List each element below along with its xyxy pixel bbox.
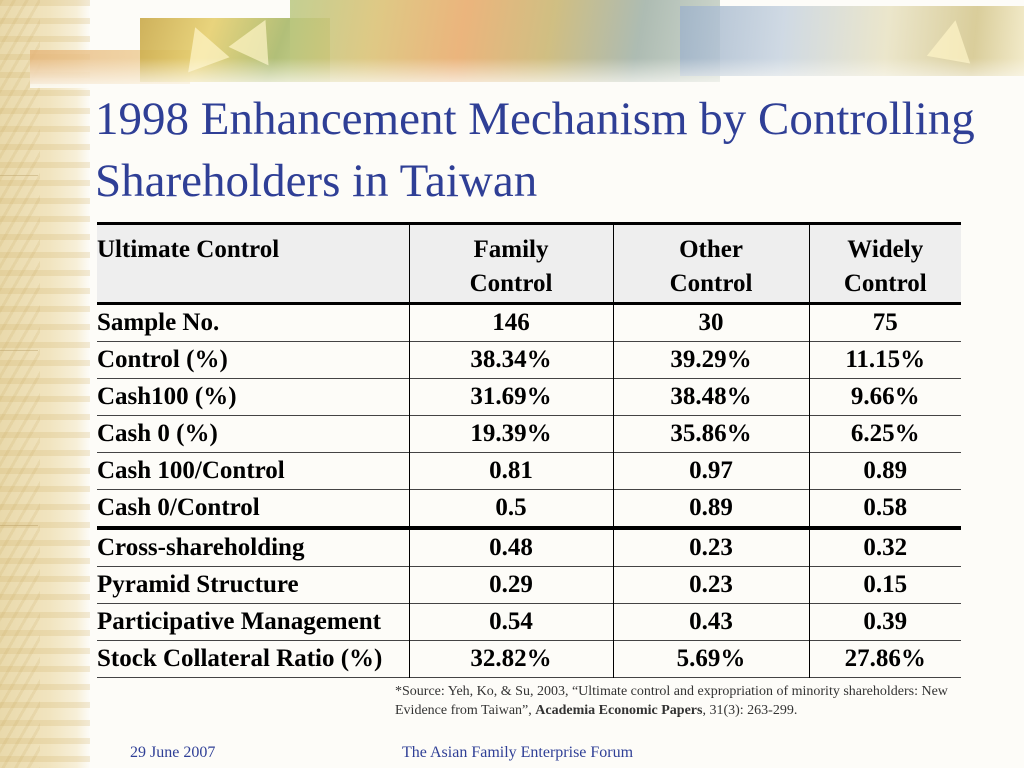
table-row: Pyramid Structure 0.29 0.23 0.15 bbox=[97, 566, 961, 604]
cell-other: 0.89 bbox=[613, 489, 810, 528]
cell-widely: 0.39 bbox=[863, 608, 908, 635]
header-family-control: Family Control bbox=[409, 223, 614, 304]
table-row: Participative Management 0.54 0.43 0.39 bbox=[97, 603, 961, 641]
header-ultimate-control: Ultimate Control bbox=[97, 223, 410, 304]
strip-divider bbox=[0, 525, 38, 526]
cell-other: 39.29% bbox=[613, 341, 810, 379]
strip-divider bbox=[0, 350, 38, 351]
cell-widely: 0.15 bbox=[863, 571, 908, 598]
source-text: *Source: Yeh, Ko, & Su, 2003, “Ultimate … bbox=[395, 684, 948, 718]
row-label: Cash 0 (%) bbox=[97, 415, 410, 453]
cell-widely: 0.89 bbox=[863, 457, 908, 484]
table-row: Cash 100/Control 0.81 0.97 0.89 bbox=[97, 452, 961, 490]
cell-other: 0.97 bbox=[613, 452, 810, 490]
cell-widely: 11.15% bbox=[845, 346, 926, 373]
row-label: Stock Collateral Ratio (%) bbox=[97, 640, 410, 678]
row-label: Cash100 (%) bbox=[97, 378, 410, 416]
journal-name: Academia Economic Papers bbox=[535, 703, 703, 718]
source-suffix: , 31(3): 263-299. bbox=[702, 703, 798, 718]
cell-other: 35.86% bbox=[613, 415, 810, 453]
row-label: Control (%) bbox=[97, 341, 410, 379]
source-citation: *Source: Yeh, Ko, & Su, 2003, “Ultimate … bbox=[395, 682, 970, 720]
table-header-row: Ultimate Control Family Control Other Cont… bbox=[97, 223, 961, 304]
row-label: Pyramid Structure bbox=[97, 566, 410, 604]
cell-family: 38.34% bbox=[409, 341, 614, 379]
cell-other: 5.69% bbox=[613, 640, 810, 678]
row-label: Cross-shareholding bbox=[97, 528, 410, 567]
cell-widely: 9.66% bbox=[850, 383, 920, 410]
cell-family: 0.81 bbox=[409, 452, 614, 490]
table-row: Cash 0 (%) 19.39% 35.86% 6.25% bbox=[97, 415, 961, 453]
data-table: Ultimate Control Family Control Other Cont… bbox=[97, 222, 961, 678]
cell-family: 32.82% bbox=[409, 640, 614, 678]
cell-other: 30 bbox=[613, 303, 810, 342]
table-row: Control (%) 38.34% 39.29% 11.15% bbox=[97, 341, 961, 379]
strip-divider bbox=[0, 175, 38, 176]
row-label: Sample No. bbox=[97, 303, 410, 342]
cell-other: 38.48% bbox=[613, 378, 810, 416]
decorative-banner bbox=[30, 0, 1024, 88]
table-row: Cross-shareholding 0.48 0.23 0.32 bbox=[97, 528, 961, 567]
slide-title: 1998 Enhancement Mechanism by Controllin… bbox=[95, 93, 975, 207]
row-label: Cash 100/Control bbox=[97, 452, 410, 490]
footer-forum-name: The Asian Family Enterprise Forum bbox=[402, 744, 634, 761]
cell-widely: 0.32 bbox=[863, 534, 908, 561]
cell-family: 0.54 bbox=[409, 603, 614, 641]
cell-family: 0.48 bbox=[409, 528, 614, 567]
cell-family: 19.39% bbox=[409, 415, 614, 453]
table-row: Sample No. 146 30 75 bbox=[97, 303, 961, 342]
cell-family: 146 bbox=[409, 303, 614, 342]
cell-family: 31.69% bbox=[409, 378, 614, 416]
header-widely-control: Widely Control bbox=[843, 236, 927, 297]
table-row: Cash 0/Control 0.5 0.89 0.58 bbox=[97, 489, 961, 528]
table-row: Cash100 (%) 31.69% 38.48% 9.66% bbox=[97, 378, 961, 416]
row-label: Participative Management bbox=[97, 603, 410, 641]
cell-family: 0.29 bbox=[409, 566, 614, 604]
row-label: Cash 0/Control bbox=[97, 489, 410, 528]
table-row: Stock Collateral Ratio (%) 32.82% 5.69% … bbox=[97, 640, 961, 678]
cell-widely: 6.25% bbox=[850, 420, 920, 447]
cell-family: 0.5 bbox=[409, 489, 614, 528]
parchment-strip bbox=[0, 0, 90, 768]
cell-other: 0.43 bbox=[613, 603, 810, 641]
cell-widely: 75 bbox=[872, 309, 898, 336]
cell-widely: 27.86% bbox=[844, 645, 926, 672]
cell-widely: 0.58 bbox=[863, 494, 908, 521]
cell-other: 0.23 bbox=[613, 528, 810, 567]
footer-date: 29 June 2007 bbox=[130, 744, 216, 761]
header-other-control: Other Control bbox=[613, 223, 810, 304]
cell-other: 0.23 bbox=[613, 566, 810, 604]
